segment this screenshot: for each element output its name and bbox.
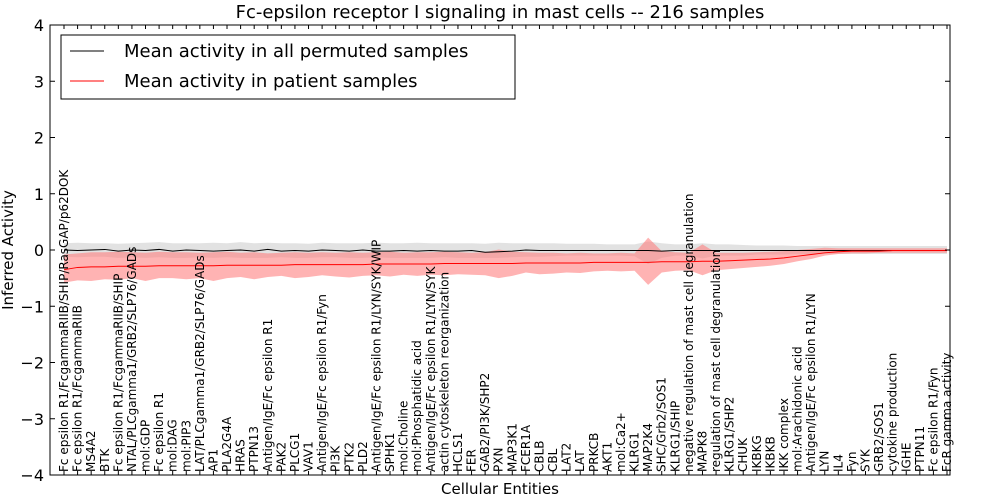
x-tick-label: LYN [818,451,832,472]
x-tick-label: mol:Arachidonic acid [791,346,805,472]
x-tick-label: Fc epsilon R1/FcgammaRIIB/SHIP [111,274,125,472]
x-tick-label: SHC/Grb2/SOS1 [655,377,669,472]
x-tick-label: PTPN13 [247,426,261,472]
x-tick-label: Fyn [845,451,859,472]
x-tick-label: mol:Choline [397,401,411,472]
x-tick-label: GRB2/SOS1 [872,402,886,472]
x-axis-label: Cellular Entities [441,480,559,498]
x-tick-label: Fc epsilon R1/FcgammaRIIB/SHIP/RasGAP/p6… [57,169,71,472]
x-tick-label: PLCG1 [288,433,302,472]
y-tick-label: 3 [34,72,44,91]
y-tick-label: −4 [20,466,44,485]
legend-box [60,34,516,100]
x-tick-label: FCER1A [519,424,533,472]
patient-confidence-band [64,237,947,285]
x-tick-label: BTK [98,447,112,472]
x-tick-label: AP1 [206,449,220,472]
x-tick-label: MAPK8 [695,431,709,472]
x-tick-label: Antigen/IgE/Fc epsilon R1/LYN/SYK/WIP [369,240,383,472]
x-tick-label: KLRG1 [628,432,642,472]
y-tick-label: −2 [20,354,44,373]
x-tick-label: PXN [492,448,506,472]
x-tick-label: PI3K [329,445,343,472]
x-tick-label: mol:DAG [166,419,180,472]
x-tick-label: negative regulation of mast cell degranu… [682,193,696,472]
x-tick-label: MAP2K4 [641,423,655,472]
x-tick-label: NTAL/PLCgamma1/GRB2/SLP76/GADs [125,247,139,472]
x-tick-label: IKBKG [750,435,764,472]
x-tick-label: PLD2 [356,441,370,472]
x-tick-label: CBL [546,448,560,472]
y-tick-label: 1 [34,185,44,204]
x-tick-label: Fc epsilon R1 [152,392,166,472]
x-tick-label: mol:Phosphatidic acid [410,340,424,472]
x-tick-label: LAT2 [560,443,574,472]
x-tick-label: PAK2 [274,442,288,472]
x-tick-label: cytokine production [886,353,900,472]
x-tick-label: mol:PIP3 [179,420,193,472]
y-tick-label: 4 [34,16,44,35]
legend: Mean activity in all permuted samples Mea… [60,34,516,100]
x-tick-label: LAT [573,450,587,472]
x-tick-label: PTK2 [342,442,356,472]
x-tick-label: VAV1 [302,441,316,472]
x-tick-label: mol:GDP [139,420,153,472]
x-tick-label: actin cytoskeleton reorganization [437,272,451,472]
x-tick-label: MS4A2 [84,431,98,472]
y-axis-label: Inferred Activity [0,190,17,310]
x-tick-label: HRAS [234,439,248,472]
x-tick-label: SPHK1 [383,433,397,472]
x-tick-label: regulation of mast cell degranulation [709,250,723,472]
x-tick-label: Antigen/IgE/Fc epsilon R1/LYN [804,293,818,472]
x-tick-label: IL4 [831,454,845,472]
x-tick-label: Antigen/IgE/Fc epsilon R1 [261,319,275,472]
x-tick-label: Antigen/IgE/Fc epsilon R1/LYN/SYK [424,265,438,472]
x-tick-label: KLRG1/SHP2 [723,397,737,472]
x-tick-label: GAB2/PI3K/SHP2 [478,373,492,472]
x-tick-label: PTPN11 [913,426,927,472]
x-tick-label: FcR gamma activity [940,353,954,472]
x-tick-label: PLA2G4A [220,416,234,472]
x-tick-label: IKK complex [777,398,791,472]
legend-label: Mean activity in all permuted samples [124,41,468,62]
x-tick-label: FER [465,449,479,472]
permuted-mean-line [63,248,947,253]
x-tick-label: PRKCB [587,433,601,472]
y-tick-label: −1 [20,297,44,316]
x-tick-label: CHUK [736,437,750,472]
patient-mean-line [63,250,947,271]
x-tick-label: AKT1 [600,442,614,472]
x-tick-label: KLRG1/SHIP [668,401,682,472]
y-tick-label: 2 [34,129,44,148]
x-tick-label: HCLS1 [451,433,465,472]
x-tick-label: MAP3K1 [505,423,519,472]
y-tick-label: 0 [34,241,44,260]
y-tick-label: −3 [20,410,44,429]
plot-area: 4 3 2 1 0 −1 −2 −3 −4 Fc epsilon R1/FcgammaRIIB/S… [20,16,954,485]
x-tick-label: Antigen/IgE/Fc epsilon R1/Fyn [315,294,329,472]
x-tick-label: SYK [858,448,872,472]
x-tick-label: CBLB [532,440,546,472]
x-tick-label: mol:Ca2+ [614,412,628,472]
chart-title: Fc-epsilon receptor I signaling in mast … [236,2,765,23]
x-tick-label: Fc epsilon R1/Fyn [926,367,940,472]
x-tick-label: IKBKB [763,436,777,472]
x-tick-label: LAT/PLCgamma1/GRB2/SLP76/GADs [193,255,207,472]
legend-label: Mean activity in patient samples [124,71,418,92]
x-tick-label: Fc epsilon R1/FcgammaRIIB [71,305,85,472]
x-tick-label: IGHE [899,443,913,472]
